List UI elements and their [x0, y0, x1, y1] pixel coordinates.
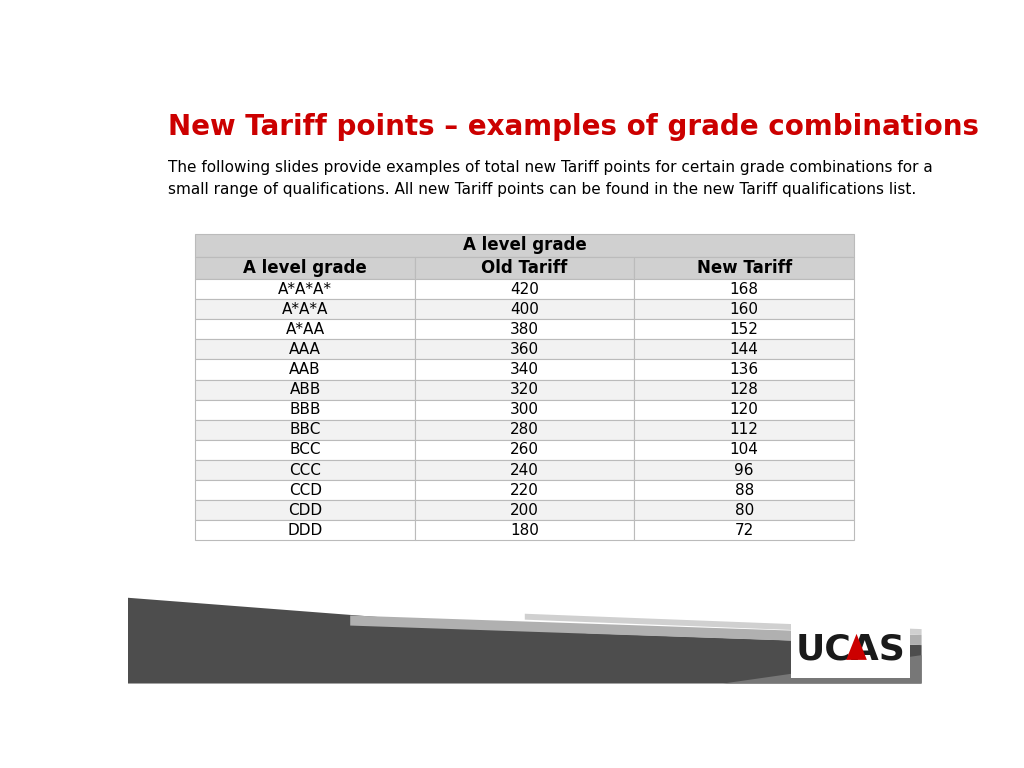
Text: New Tariff points – examples of grade combinations: New Tariff points – examples of grade co… — [168, 113, 979, 141]
Bar — [196, 379, 415, 399]
Text: 360: 360 — [510, 342, 539, 357]
Text: 104: 104 — [730, 442, 759, 458]
Text: The following slides provide examples of total new Tariff points for certain gra: The following slides provide examples of… — [168, 161, 933, 197]
Text: 280: 280 — [510, 422, 539, 437]
Text: A*AA: A*AA — [286, 322, 325, 337]
Text: 112: 112 — [730, 422, 759, 437]
Bar — [634, 257, 854, 279]
Text: 88: 88 — [734, 482, 754, 498]
Bar — [196, 300, 415, 319]
Text: 136: 136 — [729, 362, 759, 377]
Bar — [196, 460, 415, 480]
Bar — [415, 520, 634, 541]
Text: 120: 120 — [730, 402, 759, 417]
Text: Old Tariff: Old Tariff — [481, 259, 567, 276]
Bar — [415, 339, 634, 359]
Text: BBB: BBB — [290, 402, 321, 417]
Text: 320: 320 — [510, 382, 539, 397]
Bar — [634, 300, 854, 319]
Text: A*A*A*: A*A*A* — [279, 282, 332, 296]
Text: UCAS: UCAS — [796, 632, 905, 666]
Bar — [415, 399, 634, 420]
Bar — [634, 379, 854, 399]
Bar — [196, 480, 415, 500]
Text: 128: 128 — [730, 382, 759, 397]
Bar — [415, 460, 634, 480]
Text: CCC: CCC — [289, 462, 322, 478]
Text: 380: 380 — [510, 322, 539, 337]
Bar — [415, 319, 634, 339]
Text: BCC: BCC — [290, 442, 321, 458]
Bar — [634, 440, 854, 460]
Bar — [634, 399, 854, 420]
Text: 72: 72 — [734, 523, 754, 538]
Bar — [634, 319, 854, 339]
Bar — [196, 500, 415, 520]
Bar — [634, 339, 854, 359]
Text: New Tariff: New Tariff — [696, 259, 792, 276]
Bar — [415, 500, 634, 520]
Bar — [415, 279, 634, 300]
Bar — [415, 257, 634, 279]
Text: 180: 180 — [510, 523, 539, 538]
Text: 200: 200 — [510, 503, 539, 518]
Text: 144: 144 — [730, 342, 759, 357]
Polygon shape — [846, 634, 867, 660]
Bar — [634, 460, 854, 480]
Bar — [196, 339, 415, 359]
Text: 420: 420 — [510, 282, 539, 296]
Text: AAB: AAB — [290, 362, 321, 377]
Bar — [634, 420, 854, 440]
Text: A level grade: A level grade — [463, 237, 587, 254]
Bar — [634, 520, 854, 541]
Text: CCD: CCD — [289, 482, 322, 498]
Bar — [196, 257, 415, 279]
Bar — [415, 379, 634, 399]
Bar — [196, 319, 415, 339]
Bar — [196, 399, 415, 420]
Text: 400: 400 — [510, 302, 539, 316]
Text: A*A*A: A*A*A — [282, 302, 329, 316]
Bar — [196, 234, 854, 257]
Text: 260: 260 — [510, 442, 539, 458]
Bar — [415, 420, 634, 440]
Bar — [634, 359, 854, 379]
Text: ABB: ABB — [290, 382, 321, 397]
Bar — [415, 480, 634, 500]
Text: A level grade: A level grade — [244, 259, 367, 276]
Bar — [634, 279, 854, 300]
Text: AAA: AAA — [289, 342, 322, 357]
Bar — [196, 359, 415, 379]
Bar — [196, 520, 415, 541]
Bar — [634, 480, 854, 500]
Bar — [415, 440, 634, 460]
Bar — [415, 300, 634, 319]
Bar — [791, 621, 909, 677]
Text: 300: 300 — [510, 402, 539, 417]
Text: CDD: CDD — [288, 503, 323, 518]
Bar — [196, 420, 415, 440]
Text: 96: 96 — [734, 462, 754, 478]
Polygon shape — [128, 598, 922, 684]
Text: 168: 168 — [730, 282, 759, 296]
Text: 80: 80 — [734, 503, 754, 518]
Bar — [415, 359, 634, 379]
Text: 340: 340 — [510, 362, 539, 377]
Text: 240: 240 — [510, 462, 539, 478]
Bar — [196, 279, 415, 300]
Bar — [196, 440, 415, 460]
Text: 160: 160 — [730, 302, 759, 316]
Bar — [634, 500, 854, 520]
Polygon shape — [524, 614, 922, 635]
Polygon shape — [350, 615, 922, 645]
Text: 220: 220 — [510, 482, 539, 498]
Text: 152: 152 — [730, 322, 759, 337]
Text: DDD: DDD — [288, 523, 323, 538]
Text: BBC: BBC — [290, 422, 321, 437]
Polygon shape — [128, 655, 922, 684]
